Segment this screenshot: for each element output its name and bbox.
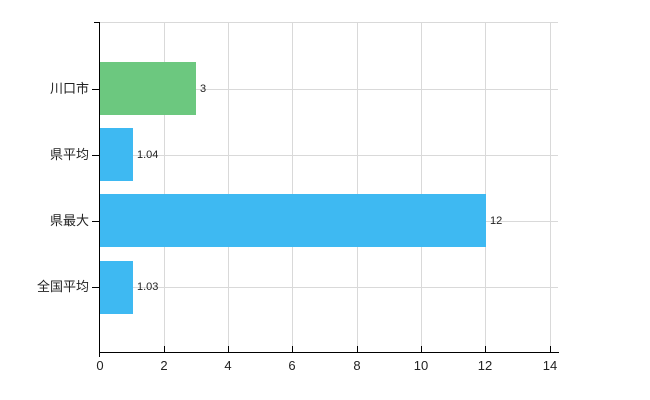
x-axis-tick: [228, 346, 229, 352]
x-axis-tick: [357, 346, 358, 352]
gridline-vertical: [550, 22, 551, 352]
x-axis-tick: [485, 346, 486, 352]
y-axis-line: [99, 22, 100, 357]
x-tick-label: 0: [96, 358, 104, 373]
x-axis-tick: [292, 346, 293, 352]
y-axis-tick: [92, 221, 100, 222]
plot-top-border: [100, 22, 558, 23]
y-axis-tick: [92, 287, 100, 288]
x-tick-label: 14: [542, 358, 558, 373]
gridline-vertical: [421, 22, 422, 352]
value-label: 12: [490, 215, 503, 227]
x-tick-label: 4: [224, 358, 232, 373]
gridline-horizontal: [100, 287, 558, 288]
x-tick-label: 10: [413, 358, 429, 373]
x-axis-tick: [550, 346, 551, 352]
x-tick-label: 12: [477, 358, 493, 373]
y-axis-tick: [92, 155, 100, 156]
gridline-vertical: [164, 22, 165, 352]
gridline-vertical: [292, 22, 293, 352]
bar-県平均: [100, 128, 133, 181]
gridline-vertical: [357, 22, 358, 352]
x-axis-tick: [421, 346, 422, 352]
gridline-horizontal: [100, 155, 558, 156]
y-axis-tick: [94, 22, 100, 23]
value-label: 1.03: [137, 281, 159, 293]
value-label: 3: [200, 83, 207, 95]
category-label: 全国平均: [36, 279, 89, 294]
x-axis-line: [99, 352, 559, 353]
y-axis-tick: [92, 89, 100, 90]
bar-川口市: [100, 62, 196, 115]
value-label: 1.04: [137, 149, 159, 161]
category-label: 川口市: [49, 81, 89, 96]
category-label: 県最大: [49, 213, 89, 228]
x-tick-label: 2: [160, 358, 168, 373]
bar-全国平均: [100, 261, 133, 314]
category-label: 県平均: [49, 147, 89, 162]
x-tick-label: 8: [353, 358, 361, 373]
bar-県最大: [100, 194, 486, 247]
x-tick-label: 6: [288, 358, 296, 373]
gridline-horizontal: [100, 89, 558, 90]
gridline-vertical: [485, 22, 486, 352]
gridline-vertical: [228, 22, 229, 352]
x-axis-tick: [164, 346, 165, 352]
